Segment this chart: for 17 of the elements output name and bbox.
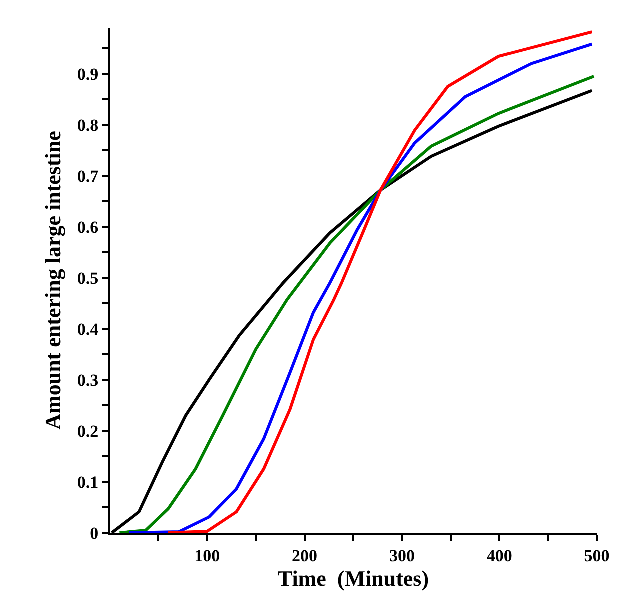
- x-tick-label: 400: [486, 546, 512, 566]
- y-tick-label: 0.9: [77, 64, 99, 84]
- x-tick-label: 300: [389, 546, 415, 566]
- y-tick-label: 0.4: [77, 320, 100, 339]
- y-tick-label: 0: [90, 524, 99, 543]
- y-tick-label: 0.3: [77, 370, 99, 390]
- x-axis-title: Time (Minutes): [278, 566, 430, 591]
- y-tick-label: 0.1: [77, 472, 99, 492]
- x-tick-label: 100: [194, 546, 220, 566]
- x-tick-label: 500: [584, 546, 610, 566]
- y-axis-title: Amount entering large intestine: [40, 130, 66, 430]
- y-tick-label: 0.5: [77, 268, 99, 288]
- x-tick-label: 200: [292, 546, 318, 566]
- y-tick-label: 0.7: [77, 166, 100, 186]
- y-tick-label: 0.8: [77, 116, 99, 135]
- y-tick-label: 0.6: [77, 218, 99, 237]
- y-tick-label: 0.2: [77, 422, 99, 441]
